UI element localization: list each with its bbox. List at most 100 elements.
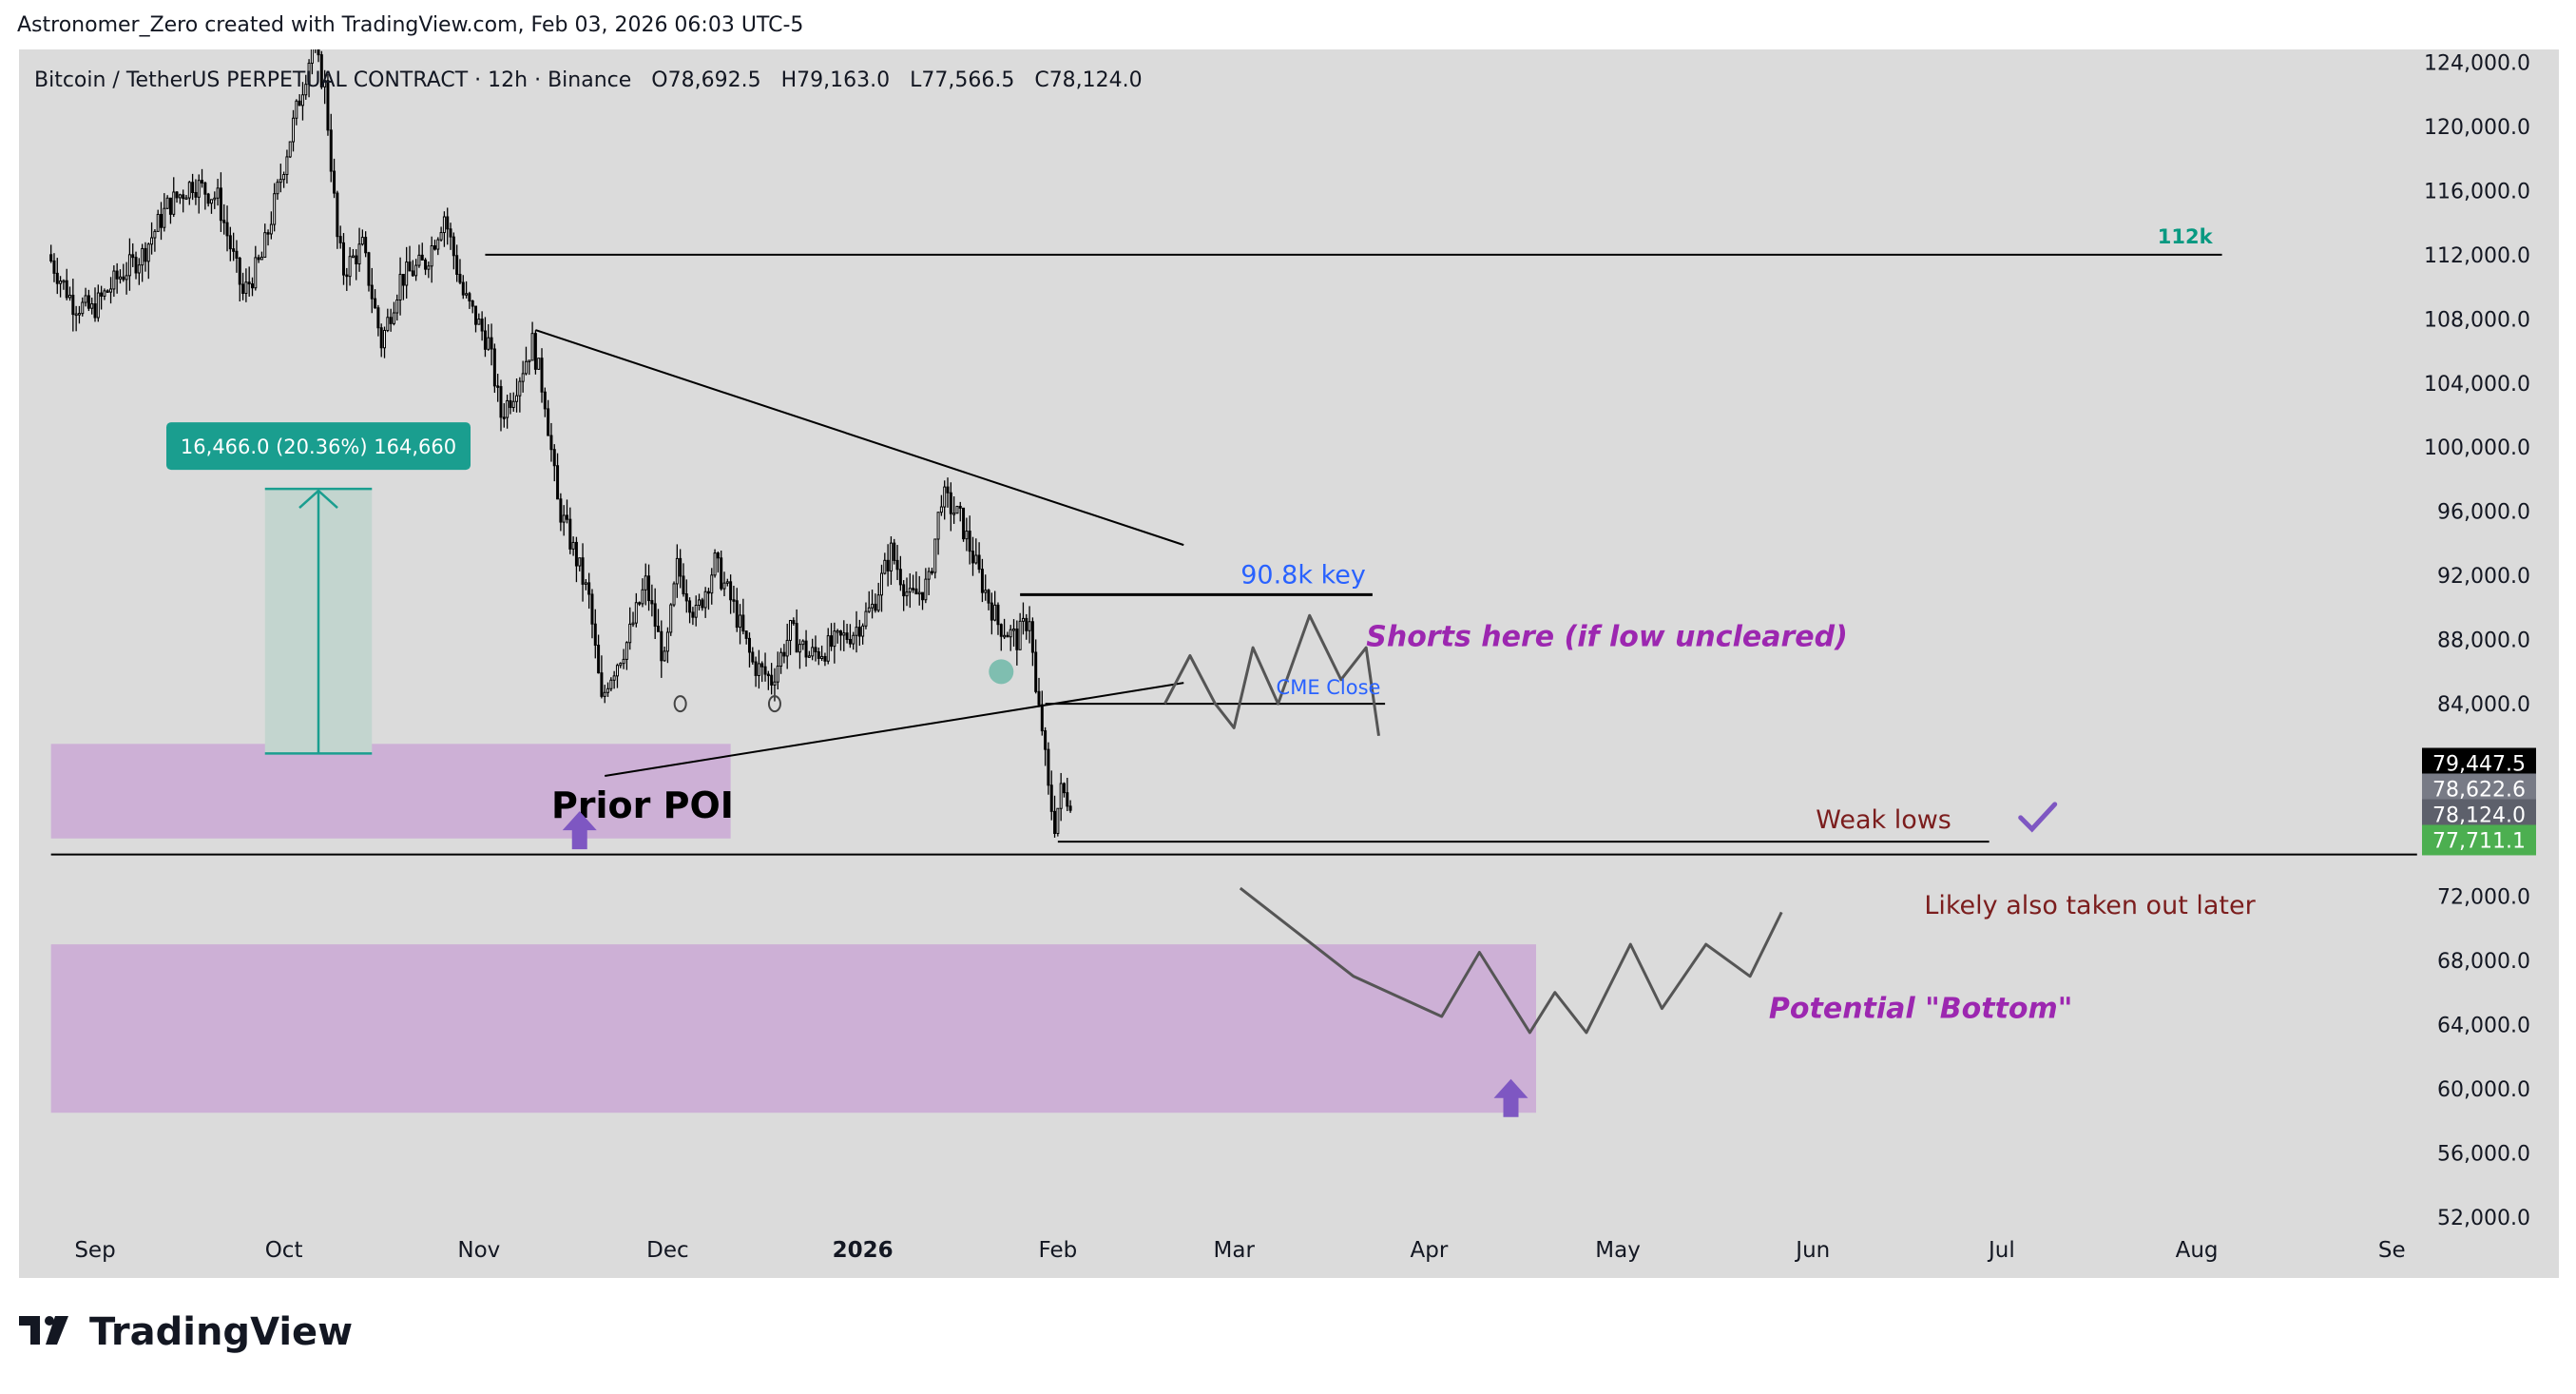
candle-body	[112, 270, 116, 290]
candle-body	[338, 236, 342, 243]
candle-body	[1049, 784, 1053, 812]
candle-body	[455, 255, 459, 275]
price-label-bg	[2422, 799, 2536, 830]
candle-body	[81, 301, 85, 315]
candle-body	[921, 591, 925, 601]
candle-body	[273, 193, 277, 225]
candle-body	[209, 199, 213, 204]
candle-body	[461, 281, 465, 296]
candle-body	[241, 283, 245, 295]
candle-body	[943, 486, 947, 508]
candle-body	[414, 264, 418, 277]
candle-body	[795, 623, 798, 653]
candle-body	[874, 603, 877, 611]
candle-body	[675, 557, 679, 585]
candle-body	[178, 194, 182, 199]
candle-body	[345, 274, 349, 278]
candle-body	[927, 571, 931, 580]
y-tick-label: 100,000.0	[2424, 436, 2530, 460]
candle-body	[684, 593, 688, 602]
candle-body	[247, 281, 251, 285]
measurement-layer: 16,466.0 (20.36%) 164,660	[166, 422, 471, 755]
candle-body	[1062, 783, 1066, 794]
y-tick-label: 52,000.0	[2437, 1207, 2530, 1230]
candle-body	[191, 182, 195, 193]
candle-body	[634, 602, 638, 624]
x-tick-label: Se	[2378, 1238, 2406, 1263]
candle-body	[766, 673, 770, 677]
candle-body	[653, 603, 657, 628]
candle-body	[1059, 783, 1063, 809]
candle-body	[804, 640, 808, 658]
candle-body	[562, 514, 566, 523]
price-label: 78,622.6	[2432, 778, 2526, 802]
candle-body	[103, 290, 106, 297]
level-label-908k: 90.8k key	[1240, 560, 1366, 590]
candle-body	[619, 663, 623, 667]
candle-body	[471, 300, 474, 307]
candle-body	[807, 655, 811, 658]
attribution-header: Astronomer_Zero created with TradingView…	[17, 13, 804, 37]
candle-body	[980, 569, 984, 593]
candle-body	[1006, 634, 1009, 638]
candle-body	[965, 531, 969, 540]
candle-body	[747, 637, 751, 653]
candle-body	[254, 257, 258, 289]
candle-body	[990, 602, 993, 621]
candle-body	[319, 54, 323, 87]
chart-svg[interactable]: 16,466.0 (20.36%) 164,660 112k 90.8k key C…	[19, 49, 2559, 1278]
candle-body	[1018, 620, 1022, 650]
candle-body	[754, 661, 758, 676]
price-label: 77,711.1	[2432, 829, 2526, 853]
candle-body	[244, 281, 248, 295]
candle-body	[141, 247, 144, 266]
candle-body	[524, 360, 528, 375]
tradingview-logo-icon	[19, 1310, 76, 1354]
chart-panel[interactable]: 16,466.0 (20.36%) 164,660 112k 90.8k key C…	[19, 49, 2559, 1278]
candle-body	[669, 604, 673, 633]
candle-body	[329, 129, 333, 172]
candle-body	[93, 303, 97, 319]
candle-body	[307, 62, 311, 86]
candle-body	[776, 666, 779, 683]
candle-body	[219, 187, 222, 222]
candle-body	[650, 600, 654, 605]
candle-body	[691, 611, 695, 618]
up-arrow-icon	[562, 811, 597, 850]
candle-body	[855, 627, 858, 636]
candle-body	[90, 303, 94, 309]
candle-body	[917, 591, 921, 595]
candle-body	[889, 542, 893, 571]
candle-body	[336, 192, 339, 238]
candle-body	[735, 600, 739, 629]
tradingview-brand[interactable]: TradingView	[19, 1310, 353, 1354]
candle-body	[398, 274, 402, 300]
candle-body	[628, 623, 632, 644]
candle-body	[477, 319, 481, 325]
candle-body	[59, 281, 63, 284]
candle-body	[442, 216, 446, 234]
candle-body	[427, 265, 431, 270]
candle-body	[741, 614, 745, 632]
candle-body	[292, 117, 296, 143]
candle-body	[936, 512, 940, 540]
potential-bottom-annotation: Potential "Bottom"	[1769, 993, 2073, 1026]
candle-body	[216, 187, 220, 199]
candle-body	[150, 237, 154, 245]
candle-body	[206, 193, 210, 204]
candle-body	[930, 571, 933, 574]
candle-body	[912, 588, 915, 591]
candle-body	[729, 581, 733, 601]
candle-body	[232, 248, 236, 252]
candle-body	[408, 261, 412, 272]
level-label-weak-lows: Weak lows	[1816, 805, 1951, 835]
up-arrow-icon	[1493, 1078, 1528, 1117]
candle-body	[987, 590, 990, 604]
candle-body	[84, 295, 87, 303]
candle-body	[625, 642, 628, 660]
candle-body	[379, 327, 383, 349]
candle-body	[701, 599, 704, 609]
candle-body	[644, 575, 647, 591]
candle-body	[716, 552, 720, 559]
price-label: 78,124.0	[2432, 803, 2526, 827]
